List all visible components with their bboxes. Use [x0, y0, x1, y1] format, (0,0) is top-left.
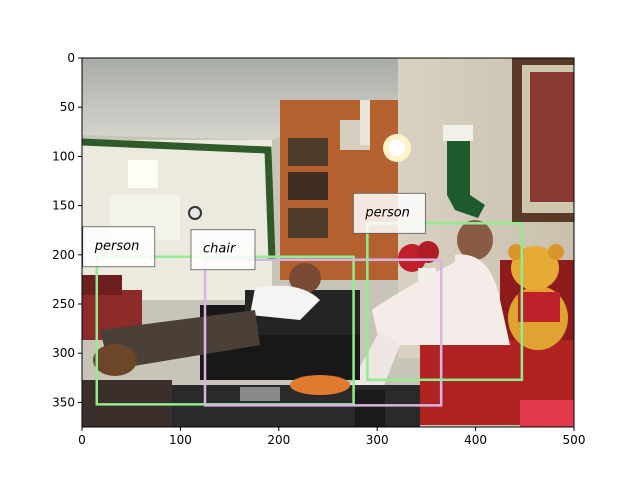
y-tick-label: 300 — [52, 346, 75, 360]
y-tick-label: 150 — [52, 199, 75, 213]
y-tick-label: 50 — [60, 100, 75, 114]
detection-box-chair — [203, 258, 443, 407]
x-tick-label: 300 — [366, 433, 389, 447]
x-tick-label: 400 — [464, 433, 487, 447]
photo — [82, 58, 574, 427]
detection-label: chair — [203, 242, 237, 257]
detection-label: person — [94, 239, 140, 254]
detections-layer: person chair person — [82, 192, 524, 407]
x-tick-label: 200 — [267, 433, 290, 447]
x-tick-label: 500 — [563, 433, 586, 447]
y-tick-label: 250 — [52, 297, 75, 311]
y-tick-label: 200 — [52, 248, 75, 262]
axes-frame — [81, 57, 575, 428]
detection-label-background — [190, 229, 256, 271]
detection-label-background — [352, 192, 426, 234]
x-tick-label: 100 — [169, 433, 192, 447]
y-tick-label: 0 — [67, 51, 75, 65]
detection-box-person — [366, 222, 524, 382]
x-tick-label: 0 — [78, 433, 86, 447]
y-tick-label: 350 — [52, 395, 75, 409]
detection-label-background — [82, 226, 156, 268]
detection-label: person — [364, 205, 410, 220]
y-axis: 0 50 100 150 200 250 300 350 — [52, 51, 82, 409]
y-tick-label: 100 — [52, 149, 75, 163]
x-axis: 0 100 200 300 400 500 — [78, 427, 585, 447]
